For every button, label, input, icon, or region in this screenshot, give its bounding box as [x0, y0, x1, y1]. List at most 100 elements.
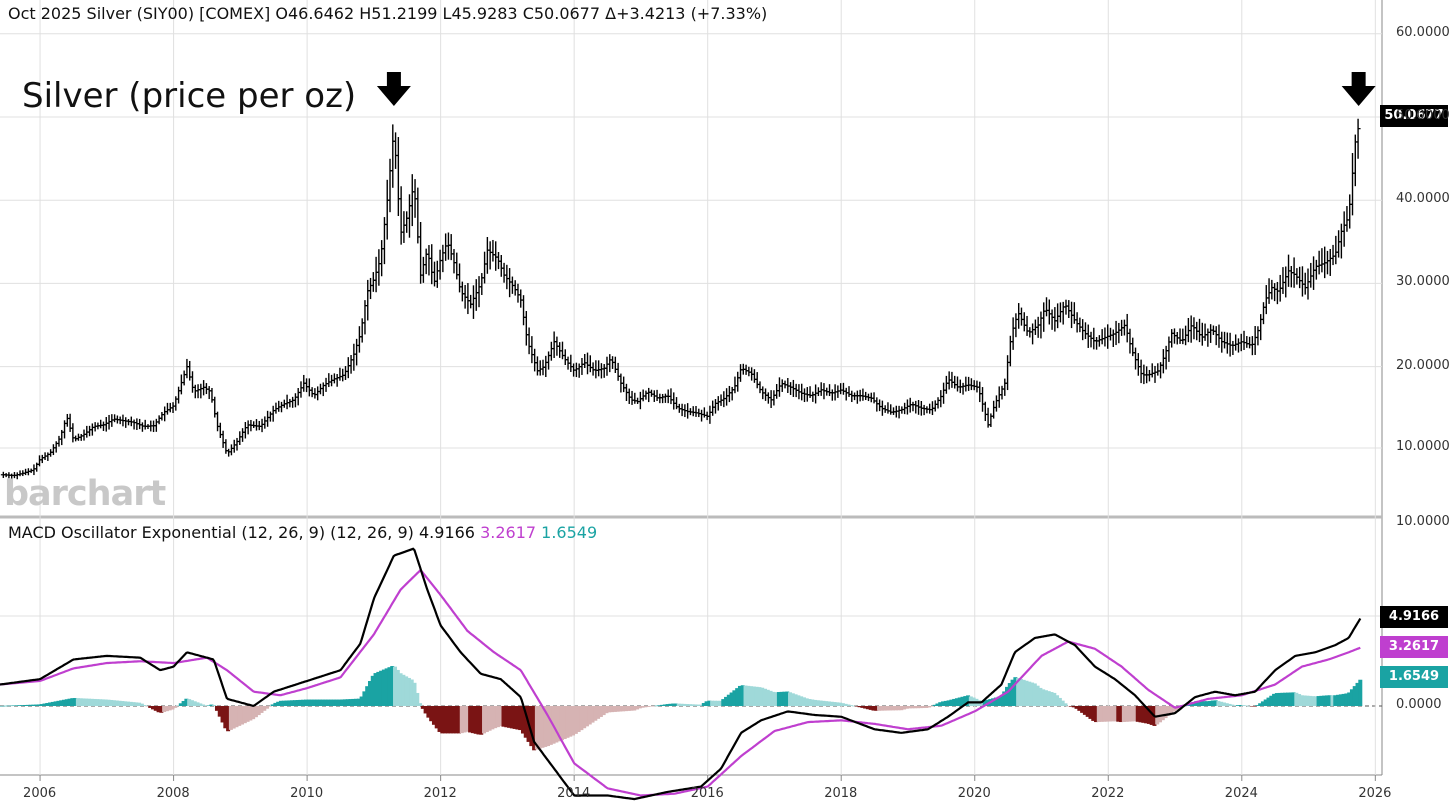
macd-histogram-bar	[949, 699, 954, 706]
macd-histogram-bar	[729, 692, 734, 706]
macd-histogram-bar	[999, 696, 1004, 706]
macd-histogram-bar	[473, 706, 478, 734]
macd-histogram-bar	[170, 706, 175, 710]
macd-histogram-bar	[799, 696, 804, 706]
macd-histogram-bar	[1358, 679, 1363, 706]
macd-histogram-bar	[409, 679, 414, 706]
macd-histogram-bar	[354, 698, 359, 706]
macd-histogram-bar	[1322, 695, 1327, 706]
macd-histogram-bar	[1260, 701, 1265, 706]
macd-histogram-bar	[379, 670, 384, 706]
macd-histogram-bar	[1227, 703, 1232, 706]
macd-histogram-bar	[509, 706, 514, 729]
macd-histogram-bar	[1202, 701, 1207, 706]
macd-histogram-bar	[265, 706, 270, 709]
macd-histogram-bar	[1094, 706, 1099, 723]
macd-histogram-bar	[1021, 679, 1026, 706]
macd-histogram-bar	[762, 688, 767, 706]
macd-histogram-bar	[287, 700, 292, 706]
macd-histogram-bar	[1199, 701, 1204, 706]
macd-histogram-bar	[1074, 706, 1079, 709]
macd-histogram-bar	[534, 706, 539, 750]
macd-histogram-bar	[1016, 678, 1021, 706]
macd-histogram-bar	[832, 702, 837, 706]
macd-histogram-bar	[429, 706, 434, 722]
macd-histogram-bar	[370, 675, 375, 706]
macd-histogram-bar	[1096, 706, 1101, 722]
macd-histogram-bar	[156, 706, 161, 713]
macd-histogram-bar	[1252, 706, 1257, 707]
macd-histogram-bar	[557, 706, 562, 742]
macd-histogram-bar	[167, 706, 172, 711]
macd-histogram-bar	[75, 698, 80, 706]
macd-histogram-bar	[1194, 701, 1199, 706]
macd-histogram-bar	[89, 698, 94, 706]
macd-histogram-bar	[1105, 706, 1110, 722]
macd-tag: 4.9166	[1380, 606, 1448, 628]
price-tick-label: 60.0000	[1396, 24, 1450, 40]
macd-histogram-bar	[518, 706, 523, 731]
macd-histogram-bar	[184, 698, 189, 706]
macd-histogram-bar	[365, 686, 370, 706]
macd-histogram-bar	[804, 698, 809, 706]
macd-histogram-bar	[1233, 705, 1238, 706]
macd-histogram-bar	[290, 700, 295, 706]
macd-histogram-bar	[420, 706, 425, 709]
macd-histogram-bar	[103, 699, 108, 706]
macd-histogram-bar	[87, 698, 92, 706]
macd-histogram-bar	[1258, 703, 1263, 706]
macd-histogram-bar	[826, 701, 831, 706]
macd-histogram-bar	[1124, 706, 1129, 722]
macd-histogram-bar	[699, 704, 704, 706]
macd-histogram	[0, 666, 1363, 751]
price-tick-label: 40.0000	[1396, 191, 1450, 207]
macd-histogram-bar	[206, 705, 211, 706]
macd-histogram-bar	[1208, 700, 1213, 706]
macd-histogram-bar	[479, 706, 484, 735]
macd-histogram-bar	[334, 699, 339, 706]
macd-histogram-bar	[637, 706, 642, 709]
macd-histogram-bar	[487, 706, 492, 731]
signal-line	[0, 569, 1361, 797]
macd-histogram-bar	[1269, 695, 1274, 706]
macd-histogram-bar	[482, 706, 487, 734]
macd-histogram-bar	[228, 706, 233, 730]
macd-histogram-bar	[871, 706, 876, 711]
macd-histogram-bar	[626, 706, 631, 711]
macd-histogram-bar	[529, 706, 534, 747]
macd-histogram-bar	[1288, 692, 1293, 706]
macd-histogram-bar	[1302, 695, 1307, 706]
macd-histogram-bar	[796, 695, 801, 706]
macd-histogram-bar	[918, 706, 923, 709]
macd-histogram-bar	[150, 706, 155, 710]
macd-histogram-bar	[176, 705, 181, 707]
macd-histogram-bar	[351, 698, 356, 706]
macd-histogram-bar	[1169, 706, 1174, 714]
macd-histogram-bar	[1102, 706, 1107, 722]
macd-histogram-bar	[635, 706, 640, 710]
macd-histogram-bar	[1205, 701, 1210, 706]
macd-histogram-bar	[448, 706, 453, 734]
macd-histogram-bar	[573, 706, 578, 734]
macd-histogram-bar	[406, 677, 411, 706]
macd-histogram-bar	[941, 701, 946, 706]
macd-histogram-bar	[946, 700, 951, 706]
macd-histogram-bar	[61, 699, 66, 706]
macd-histogram-bar	[982, 700, 987, 706]
macd-histogram-bar	[223, 706, 228, 729]
macd-histogram-bar	[56, 700, 61, 706]
macd-histogram-bar	[356, 698, 361, 706]
macd-histogram-bar	[384, 668, 389, 706]
macd-histogram-bar	[267, 706, 272, 707]
macd-histogram-bar	[345, 699, 350, 706]
macd-params: (12, 26, 9)	[330, 523, 414, 542]
macd-histogram-bar	[64, 699, 69, 706]
macd-histogram-bar	[1266, 697, 1271, 706]
macd-histogram-bar	[993, 697, 998, 706]
macd-histogram-bar	[131, 702, 136, 706]
macd-histogram-bar	[668, 703, 673, 706]
barchart-logo: barchart	[4, 474, 166, 514]
macd-histogram-bar	[187, 699, 192, 706]
macd-histogram-bar	[520, 706, 525, 734]
